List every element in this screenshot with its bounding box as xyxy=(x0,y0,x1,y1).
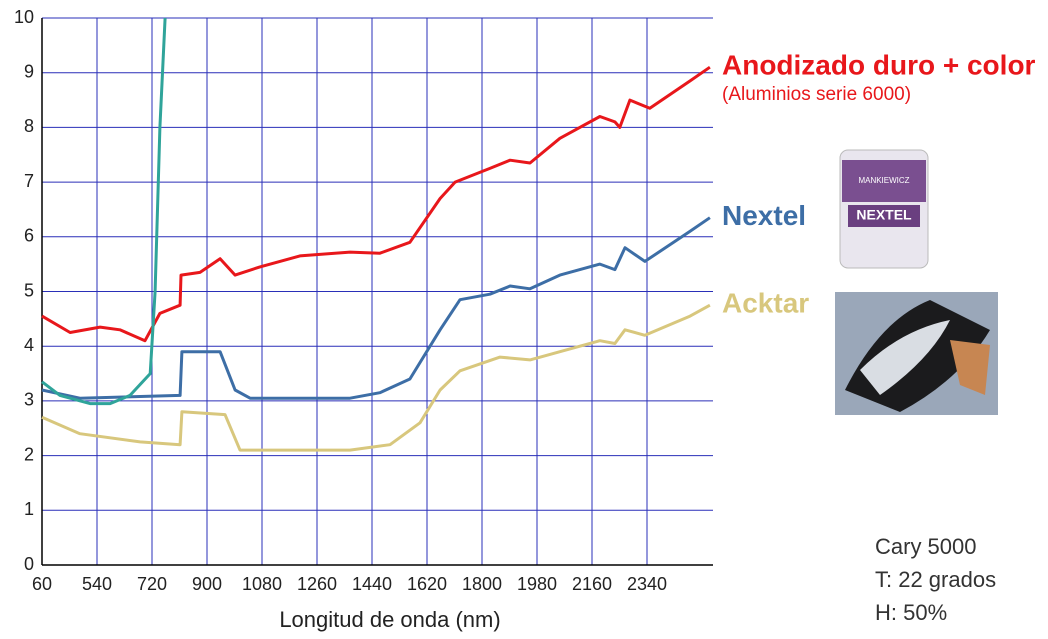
x-axis-title: Longitud de onda (nm) xyxy=(279,607,500,632)
y-tick-label: 5 xyxy=(24,280,34,300)
paint-can: MANKIEWICZ NEXTEL xyxy=(840,150,928,268)
x-tick-label: 720 xyxy=(137,574,167,594)
y-tick-label: 2 xyxy=(24,444,34,464)
annotation: H: 50% xyxy=(875,600,947,625)
series-line xyxy=(42,305,710,450)
product-brand: MANKIEWICZ xyxy=(858,176,909,185)
x-tick-label: 1980 xyxy=(517,574,557,594)
x-tick-label: 1440 xyxy=(352,574,392,594)
x-tick-label: 1260 xyxy=(297,574,337,594)
y-tick-label: 10 xyxy=(14,7,34,27)
x-tick-label: 1800 xyxy=(462,574,502,594)
x-tick-label: 540 xyxy=(82,574,112,594)
x-tick-label: 1080 xyxy=(242,574,282,594)
x-tick-label: 2340 xyxy=(627,574,667,594)
y-tick-label: 6 xyxy=(24,226,34,246)
series-line xyxy=(42,67,710,341)
y-tick-label: 7 xyxy=(24,171,34,191)
foil-photo xyxy=(835,292,998,415)
annotation: T: 22 grados xyxy=(875,567,996,592)
y-tick-label: 3 xyxy=(24,390,34,410)
x-tick-label: 900 xyxy=(192,574,222,594)
legend-label: Acktar xyxy=(722,288,809,319)
series-line xyxy=(42,218,710,399)
y-tick-label: 0 xyxy=(24,554,34,574)
y-tick-label: 1 xyxy=(24,499,34,519)
legend-label: Anodizado duro + color xyxy=(722,50,1036,81)
legend-label: Nextel xyxy=(722,200,806,231)
x-tick-label: 60 xyxy=(32,574,52,594)
x-tick-label: 2160 xyxy=(572,574,612,594)
legend-sublabel: (Aluminios serie 6000) xyxy=(722,84,911,105)
x-tick-label: 1620 xyxy=(407,574,447,594)
y-tick-label: 9 xyxy=(24,61,34,81)
product-name: NEXTEL xyxy=(856,207,912,223)
y-tick-label: 4 xyxy=(24,335,34,355)
annotation: Cary 5000 xyxy=(875,534,977,559)
y-tick-label: 8 xyxy=(24,116,34,136)
chart: MANKIEWICZ NEXTEL Longitud de onda (nm) … xyxy=(0,0,1048,639)
